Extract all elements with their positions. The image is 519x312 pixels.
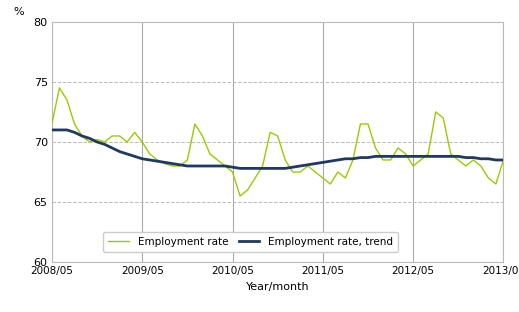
- Employment rate, trend: [49, 128, 55, 132]
- Text: %: %: [13, 7, 24, 17]
- Employment rate, trend: [500, 158, 507, 162]
- Employment rate, trend: [327, 159, 333, 163]
- Line: Employment rate, trend: Employment rate, trend: [52, 130, 503, 168]
- Employment rate, trend: [237, 167, 243, 170]
- Employment rate: [237, 194, 243, 198]
- Employment rate: [455, 158, 461, 162]
- Employment rate, trend: [139, 157, 145, 161]
- Employment rate, trend: [297, 164, 303, 168]
- Line: Employment rate: Employment rate: [52, 88, 503, 196]
- Employment rate: [146, 152, 153, 156]
- Employment rate, trend: [207, 164, 213, 168]
- X-axis label: Year/month: Year/month: [246, 282, 309, 292]
- Employment rate: [500, 158, 507, 162]
- Employment rate, trend: [154, 159, 160, 163]
- Legend: Employment rate, Employment rate, trend: Employment rate, Employment rate, trend: [103, 232, 398, 252]
- Employment rate, trend: [447, 154, 454, 158]
- Employment rate: [162, 162, 168, 165]
- Employment rate: [49, 122, 55, 126]
- Employment rate: [305, 164, 311, 168]
- Employment rate: [214, 158, 221, 162]
- Employment rate: [56, 86, 63, 90]
- Employment rate: [335, 170, 341, 174]
